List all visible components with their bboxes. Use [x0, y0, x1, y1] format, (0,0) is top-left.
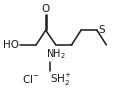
- Text: HO: HO: [3, 40, 19, 50]
- Text: NH$_2$: NH$_2$: [46, 47, 66, 61]
- Text: Cl$^{-}$: Cl$^{-}$: [22, 73, 40, 85]
- Text: SH$_2^{+}$: SH$_2^{+}$: [50, 72, 72, 88]
- Text: O: O: [42, 4, 50, 14]
- Text: S: S: [98, 25, 105, 35]
